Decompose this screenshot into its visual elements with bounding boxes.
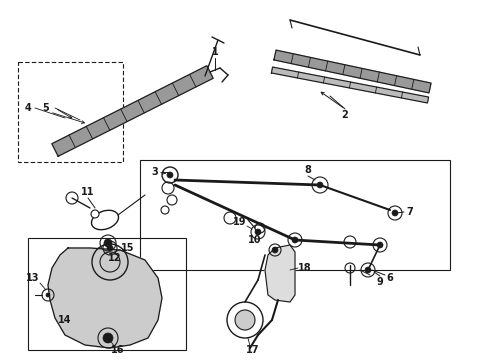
Text: 16: 16 xyxy=(111,345,125,355)
Bar xyxy=(18,62,123,162)
Bar xyxy=(140,160,450,270)
Text: 2: 2 xyxy=(342,110,348,120)
Circle shape xyxy=(292,237,298,243)
Text: 8: 8 xyxy=(305,165,312,175)
Circle shape xyxy=(392,210,398,216)
Circle shape xyxy=(167,172,173,178)
Circle shape xyxy=(255,229,261,235)
Text: 13: 13 xyxy=(26,273,40,283)
Circle shape xyxy=(272,247,278,253)
Text: 11: 11 xyxy=(81,187,95,197)
Circle shape xyxy=(104,239,112,247)
Circle shape xyxy=(91,210,99,218)
Text: 1: 1 xyxy=(212,47,219,57)
Circle shape xyxy=(103,333,113,343)
Text: 3: 3 xyxy=(151,167,158,177)
Polygon shape xyxy=(265,245,295,302)
Text: 17: 17 xyxy=(246,345,260,355)
Text: 14: 14 xyxy=(58,315,72,325)
Circle shape xyxy=(107,245,113,251)
Bar xyxy=(28,238,186,350)
Circle shape xyxy=(46,293,50,297)
Text: 15: 15 xyxy=(121,243,135,253)
Text: 18: 18 xyxy=(298,263,312,273)
Text: 10: 10 xyxy=(248,235,262,245)
Text: 6: 6 xyxy=(387,273,393,283)
Polygon shape xyxy=(271,67,429,103)
Text: 9: 9 xyxy=(377,277,383,287)
Text: 7: 7 xyxy=(407,207,414,217)
Polygon shape xyxy=(274,50,431,93)
Polygon shape xyxy=(52,66,213,156)
Text: 5: 5 xyxy=(43,103,49,113)
Polygon shape xyxy=(48,248,162,348)
Circle shape xyxy=(377,242,383,248)
Circle shape xyxy=(235,310,255,330)
Text: 19: 19 xyxy=(233,217,247,227)
Circle shape xyxy=(317,182,323,188)
Text: 12: 12 xyxy=(108,253,122,263)
Text: 4: 4 xyxy=(24,103,31,113)
Circle shape xyxy=(365,267,371,273)
